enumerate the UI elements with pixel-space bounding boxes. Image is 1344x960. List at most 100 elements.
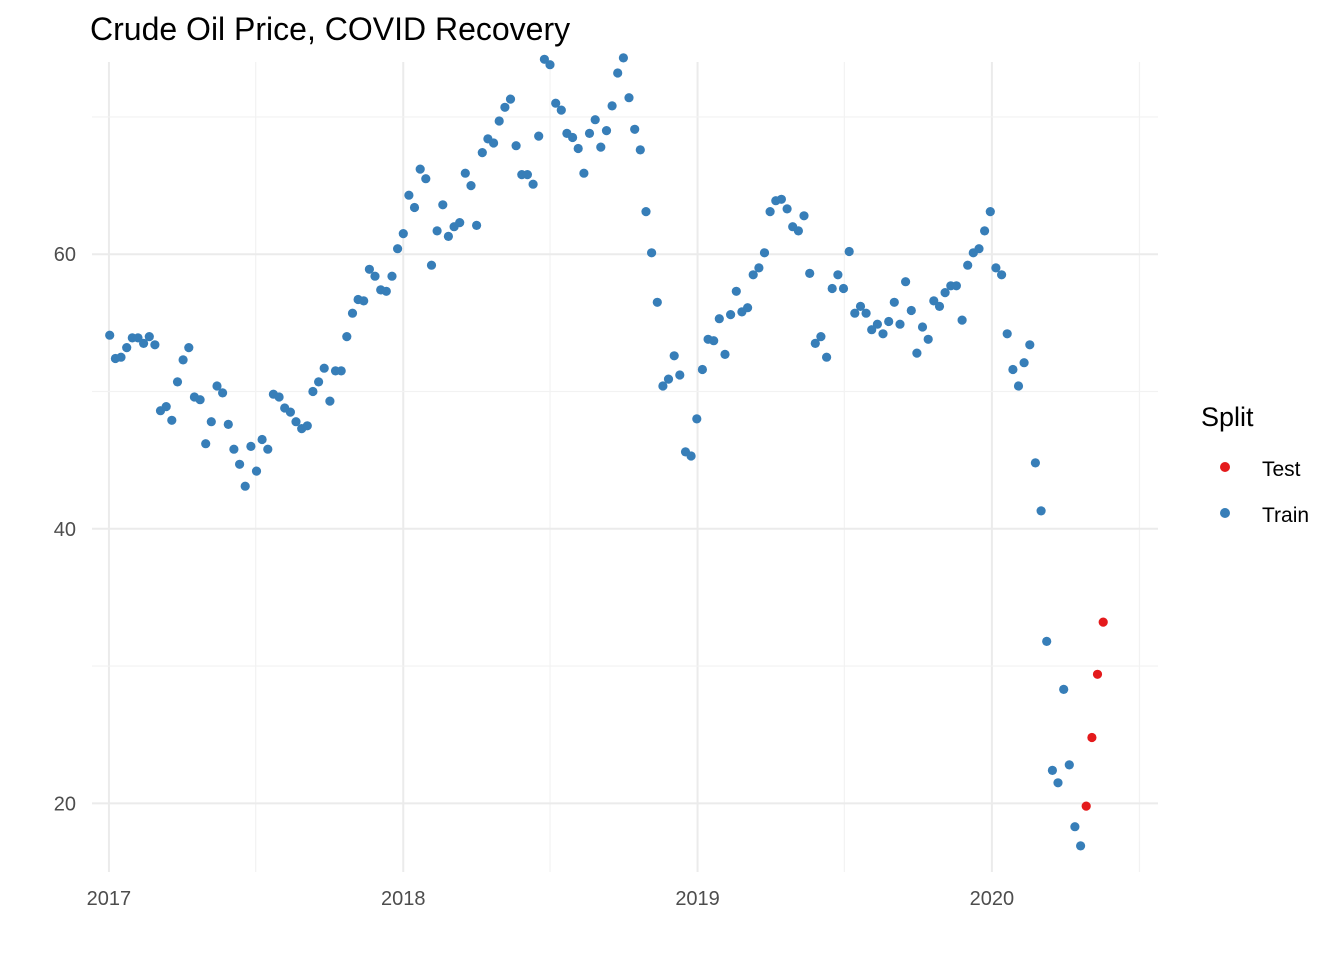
point-train	[235, 459, 245, 469]
point-train	[319, 363, 329, 373]
point-train	[901, 277, 911, 287]
point-train	[754, 263, 764, 273]
point-train	[206, 417, 216, 427]
point-train	[246, 441, 256, 451]
point-train	[314, 377, 324, 387]
point-train	[466, 181, 476, 191]
point-train	[263, 444, 273, 454]
point-train	[415, 164, 425, 174]
point-train	[218, 388, 228, 398]
point-train	[342, 332, 352, 342]
point-train	[861, 308, 871, 318]
point-train	[551, 98, 561, 108]
point-train	[584, 128, 595, 138]
x-tick-label: 2017	[87, 888, 132, 910]
point-train	[195, 395, 205, 405]
point-train	[974, 244, 984, 254]
point-test	[1098, 617, 1108, 627]
point-train	[1076, 841, 1086, 851]
point-train	[923, 334, 933, 344]
point-train	[833, 270, 843, 280]
point-train	[686, 451, 696, 461]
point-train	[663, 374, 674, 384]
point-train	[432, 226, 442, 236]
point-train	[105, 330, 115, 340]
point-train	[884, 316, 894, 327]
point-train	[404, 190, 414, 200]
point-train	[912, 348, 922, 358]
point-train	[184, 343, 194, 353]
point-train	[387, 271, 397, 281]
point-train	[997, 270, 1007, 280]
point-train	[991, 263, 1001, 273]
point-train	[381, 286, 391, 296]
point-train	[709, 336, 719, 346]
point-train	[534, 131, 544, 141]
x-tick-label: 2019	[675, 888, 720, 910]
point-train	[889, 297, 899, 307]
point-train	[1064, 760, 1074, 770]
point-train	[827, 283, 837, 294]
point-train	[556, 105, 566, 115]
point-train	[409, 202, 420, 213]
point-train	[759, 248, 770, 258]
point-train	[641, 207, 651, 217]
point-train	[364, 264, 374, 274]
point-train	[726, 310, 736, 320]
chart-title: Crude Oil Price, COVID Recovery	[90, 11, 570, 47]
point-train	[172, 377, 183, 387]
point-train	[421, 174, 431, 184]
point-train	[167, 415, 177, 425]
point-train	[816, 332, 826, 342]
point-train	[878, 329, 888, 339]
point-train	[308, 386, 318, 397]
point-train	[1019, 358, 1029, 368]
point-train	[1047, 765, 1057, 776]
point-train	[963, 260, 973, 270]
point-train	[1053, 778, 1063, 788]
point-train	[1042, 636, 1052, 647]
point-train	[601, 126, 612, 136]
legend-label-train: Train	[1262, 504, 1309, 527]
point-train	[1070, 822, 1080, 832]
point-train	[838, 283, 849, 294]
point-train	[522, 170, 533, 180]
point-train	[438, 200, 448, 210]
point-train	[370, 271, 380, 281]
point-train	[855, 301, 866, 311]
point-train	[929, 296, 939, 306]
point-train	[844, 246, 854, 257]
point-train	[568, 132, 578, 143]
point-train	[850, 308, 860, 318]
point-train	[144, 332, 154, 342]
x-tick-label: 2018	[381, 888, 426, 910]
point-train	[161, 402, 171, 412]
point-train	[1013, 381, 1024, 391]
legend: Split Test Train	[1201, 402, 1309, 527]
point-train	[635, 145, 645, 155]
point-train	[957, 315, 967, 325]
point-train	[980, 226, 990, 236]
point-train	[669, 351, 679, 361]
point-train	[511, 141, 521, 151]
point-train	[257, 434, 267, 445]
point-train	[489, 138, 499, 148]
point-train	[596, 142, 606, 152]
legend-key-train	[1220, 508, 1230, 518]
point-train	[426, 260, 437, 270]
point-train	[624, 93, 634, 103]
data-points	[105, 53, 1108, 851]
point-train	[1030, 458, 1040, 468]
point-train	[477, 148, 487, 158]
y-tick-label: 40	[54, 519, 76, 541]
point-train	[443, 231, 453, 241]
point-train	[500, 102, 510, 112]
point-train	[940, 288, 950, 298]
point-train	[917, 322, 928, 332]
point-train	[765, 207, 775, 217]
point-train	[697, 364, 708, 375]
point-train	[460, 168, 470, 178]
